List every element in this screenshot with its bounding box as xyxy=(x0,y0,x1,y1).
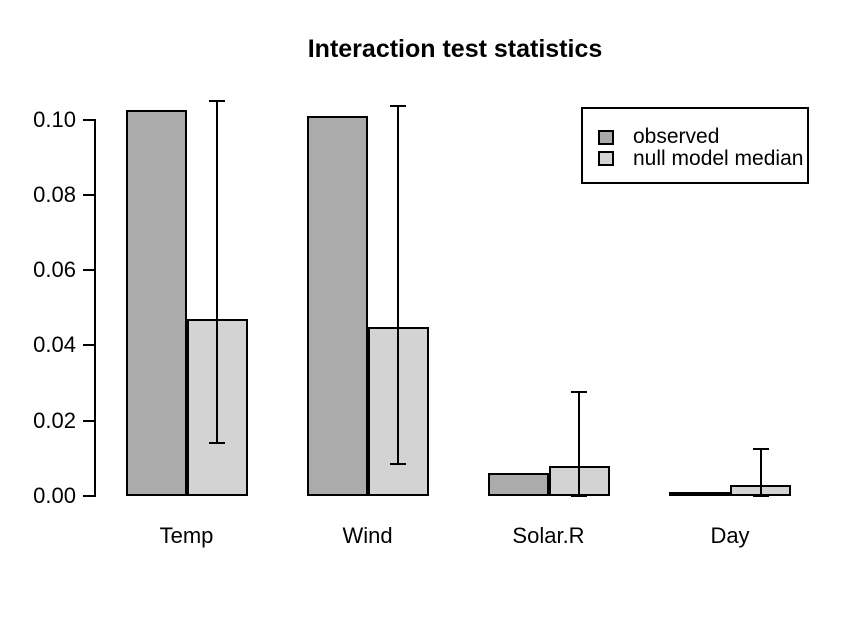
x-axis-label-temp: Temp xyxy=(159,523,214,548)
x-axis-label-day: Day xyxy=(710,523,750,548)
y-axis-line xyxy=(94,118,96,497)
error-bar-lower-cap xyxy=(390,462,406,465)
y-tick xyxy=(83,419,94,422)
bar-observed-solar-r xyxy=(487,473,549,496)
error-bar-lower-cap xyxy=(752,495,769,497)
error-bar-wind xyxy=(397,106,399,464)
bar-observed-wind xyxy=(306,115,368,496)
error-bar-upper-cap xyxy=(209,99,225,102)
y-tick xyxy=(83,495,94,497)
error-bar-lower-cap xyxy=(209,442,225,445)
y-tick-label: 0.06 xyxy=(33,257,76,283)
chart-title: Interaction test statistics xyxy=(307,35,603,63)
y-tick-label: 0.02 xyxy=(33,407,76,433)
y-tick xyxy=(83,269,94,272)
y-tick-label: 0.10 xyxy=(33,106,76,132)
y-tick-label: 0.00 xyxy=(33,483,76,508)
error-bar-temp xyxy=(216,100,218,444)
error-bar-upper-cap xyxy=(571,391,587,394)
bar-observed-day xyxy=(669,492,730,496)
y-tick xyxy=(83,118,94,121)
legend-label-observed: observed xyxy=(633,125,720,148)
legend-swatch-observed xyxy=(598,129,614,145)
error-bar-upper-cap xyxy=(752,447,769,450)
error-bar-upper-cap xyxy=(390,105,406,108)
y-tick xyxy=(83,344,94,347)
y-tick-label: 0.08 xyxy=(33,181,76,207)
error-bar-solar-r xyxy=(578,392,580,496)
y-tick-label: 0.04 xyxy=(33,332,76,358)
x-axis-label-solar-r: Solar.R xyxy=(512,523,585,548)
legend: observed null model median xyxy=(581,107,809,184)
x-axis-label-wind: Wind xyxy=(342,523,393,548)
error-bar-lower-cap xyxy=(571,495,587,497)
legend-swatch-null-model-median xyxy=(598,151,614,166)
legend-label-null-model-median: null model median xyxy=(633,146,804,170)
y-tick xyxy=(83,193,94,196)
bar-observed-temp xyxy=(125,110,187,496)
error-bar-day xyxy=(759,448,762,496)
